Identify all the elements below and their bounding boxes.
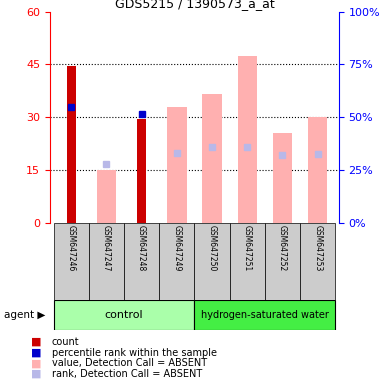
Text: value, Detection Call = ABSENT: value, Detection Call = ABSENT <box>52 358 207 368</box>
Title: GDS5215 / 1390573_a_at: GDS5215 / 1390573_a_at <box>115 0 274 10</box>
Bar <box>194 300 335 330</box>
Text: GSM647246: GSM647246 <box>67 225 76 271</box>
Bar <box>54 223 89 300</box>
Bar <box>203 94 222 223</box>
Bar <box>300 223 335 300</box>
Bar <box>89 223 124 300</box>
Text: hydrogen-saturated water: hydrogen-saturated water <box>201 310 329 320</box>
Text: GSM647249: GSM647249 <box>172 225 181 271</box>
Bar <box>194 223 229 300</box>
Text: rank, Detection Call = ABSENT: rank, Detection Call = ABSENT <box>52 369 202 379</box>
Bar <box>273 133 292 223</box>
Text: ■: ■ <box>31 337 41 347</box>
Bar <box>67 66 75 223</box>
Bar <box>229 223 265 300</box>
Bar <box>265 223 300 300</box>
Text: count: count <box>52 337 80 347</box>
Text: GSM647252: GSM647252 <box>278 225 287 271</box>
Text: GSM647253: GSM647253 <box>313 225 322 271</box>
Text: agent ▶: agent ▶ <box>4 310 45 320</box>
Text: ■: ■ <box>31 358 41 368</box>
Text: GSM647251: GSM647251 <box>243 225 252 271</box>
Bar <box>308 117 327 223</box>
Text: ■: ■ <box>31 369 41 379</box>
Text: GSM647247: GSM647247 <box>102 225 111 271</box>
Text: control: control <box>105 310 143 320</box>
Text: ■: ■ <box>31 348 41 358</box>
Bar <box>159 223 194 300</box>
Bar <box>124 223 159 300</box>
Bar <box>137 119 146 223</box>
Bar <box>238 56 257 223</box>
Bar <box>54 300 194 330</box>
Text: GSM647250: GSM647250 <box>208 225 216 271</box>
Text: percentile rank within the sample: percentile rank within the sample <box>52 348 217 358</box>
Bar <box>97 170 116 223</box>
Text: GSM647248: GSM647248 <box>137 225 146 271</box>
Bar <box>167 107 186 223</box>
